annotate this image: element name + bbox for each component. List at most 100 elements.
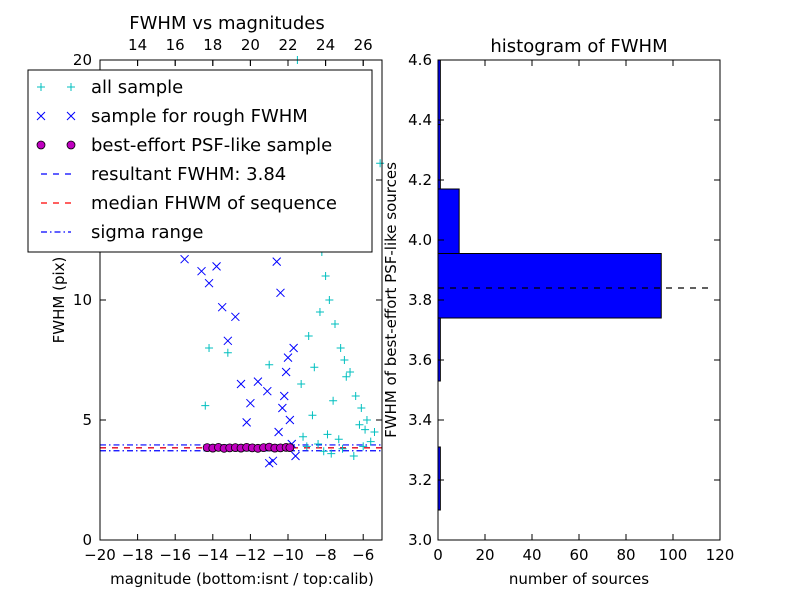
data-point-plus-12	[336, 344, 345, 352]
data-point-plus-34	[299, 432, 308, 441]
x-tick-label: 60	[569, 546, 588, 564]
data-point-plus-35	[338, 444, 347, 453]
x-tick-label: 120	[706, 546, 735, 564]
data-point-x-16	[283, 353, 293, 362]
y-tick-label: 4.4	[408, 111, 432, 129]
y-tick-label: 0	[82, 531, 92, 549]
data-point-plus-17	[362, 416, 371, 424]
data-point-plus-2	[223, 348, 232, 357]
top-x-tick-label: 26	[354, 36, 373, 54]
legend-label-1: sample for rough FWHM	[91, 106, 308, 127]
x-tick-label: −12	[235, 546, 267, 564]
x-tick-label: 20	[475, 546, 494, 564]
y-tick-label: 3.6	[408, 351, 432, 369]
x-tick-label: −16	[159, 546, 191, 564]
y-tick-label: 5	[82, 411, 92, 429]
data-point-x-6	[231, 312, 240, 322]
data-point-plus-9	[321, 272, 330, 280]
legend-label-4: median FHWM of sequence	[91, 193, 337, 214]
data-point-x-24	[242, 418, 251, 427]
data-point-plus-16	[357, 404, 366, 412]
data-point-x-0	[180, 254, 189, 264]
y-tick-label: 3.8	[408, 291, 432, 309]
top-x-tick-label: 16	[166, 36, 185, 54]
right-y-axis-label: FWHM of best-effort PSF-like sources	[382, 162, 400, 438]
data-point-plus-27	[334, 435, 343, 444]
data-point-plus-23	[329, 396, 338, 405]
legend-box	[27, 69, 373, 253]
data-point-plus-36	[359, 442, 368, 451]
data-point-plus-37	[366, 437, 375, 446]
data-point-plus-19	[376, 159, 385, 168]
data-point-x-3	[212, 262, 221, 271]
data-point-x-12	[268, 456, 278, 466]
top-x-tick-label: 18	[203, 36, 222, 54]
data-point-x-7	[236, 379, 246, 389]
y-tick-label: 3.0	[408, 531, 432, 549]
legend-marker-plus	[67, 83, 75, 91]
data-point-plus-39	[323, 430, 332, 439]
data-point-plus-11	[331, 320, 339, 328]
data-point-plus-22	[297, 380, 306, 388]
data-point-x-5	[223, 336, 233, 346]
x-tick-label: −18	[122, 546, 154, 564]
x-tick-label: 80	[616, 546, 635, 564]
data-point-x-11	[264, 458, 274, 468]
data-point-plus-33	[314, 440, 323, 448]
legend-marker-circle	[36, 140, 46, 150]
top-x-tick-label: 14	[128, 36, 147, 54]
left-x-axis-label: magnitude (bottom:isnt / top:calib)	[110, 570, 374, 588]
legend-label-5: sigma range	[91, 222, 203, 243]
data-point-plus-30	[319, 447, 328, 456]
top-x-tick-label: 20	[241, 36, 260, 54]
top-x-tick-label: 24	[316, 36, 335, 54]
x-tick-label: −20	[84, 546, 116, 564]
data-point-x-14	[278, 403, 287, 413]
data-point-plus-0	[201, 401, 210, 410]
top-x-tick-label: 22	[278, 36, 297, 54]
data-point-x-23	[289, 343, 298, 353]
x-tick-label: 100	[659, 546, 688, 564]
data-point-plus-14	[346, 368, 355, 376]
legend-label-0: all sample	[91, 77, 183, 98]
data-point-plus-26	[310, 363, 319, 372]
y-tick-label: 10	[73, 291, 92, 309]
legend-label-3: resultant FWHM: 3.84	[91, 164, 286, 185]
data-point-plus-15	[351, 392, 360, 400]
y-tick-label: 4.0	[408, 231, 432, 249]
data-point-x-20	[272, 257, 282, 266]
right-panel: 0 20 40 60 80 100 120 3.0 3.2 3.4 3.6 3.8 4.0 4.2 4.4 4…	[382, 36, 734, 588]
left-title: FWHM vs magnitudes	[129, 13, 324, 34]
legend-marker-x	[36, 111, 46, 121]
legend-marker-x	[66, 111, 76, 121]
left-y-axis-label: FWHM (pix)	[50, 257, 68, 344]
data-point-plus-3	[265, 360, 274, 369]
right-x-axis-label: number of sources	[509, 570, 649, 588]
data-point-plus-32	[349, 452, 358, 460]
data-point-plus-38	[308, 411, 317, 420]
data-point-x-19	[291, 451, 300, 461]
data-point-x-22	[281, 367, 291, 377]
data-point-x-9	[253, 377, 263, 386]
data-point-plus-29	[302, 442, 311, 451]
y-tick-label: 4.2	[408, 171, 432, 189]
data-point-plus-28	[361, 425, 370, 434]
data-point-x-1	[197, 266, 206, 276]
data-point-x-17	[285, 415, 295, 425]
legend-marker-circle	[66, 140, 76, 150]
legend-label-2: best-effort PSF-like sample	[91, 135, 332, 156]
histogram-bar-3	[437, 188, 460, 254]
right-title: histogram of FWHM	[490, 36, 667, 57]
data-point-x-15	[279, 391, 289, 401]
x-tick-label: 0	[433, 546, 443, 564]
data-point-plus-25	[355, 420, 364, 429]
x-tick-label: −6	[352, 546, 374, 564]
data-point-plus-1	[205, 344, 214, 352]
histogram-bar-2	[437, 253, 662, 319]
data-point-circle-15	[285, 443, 295, 453]
x-tick-label: −10	[272, 546, 304, 564]
data-point-x-21	[276, 288, 285, 298]
data-point-x-8	[246, 398, 255, 408]
left-panel: −20−18−16−14−12−10−8−6051015201416182022…	[27, 13, 385, 588]
